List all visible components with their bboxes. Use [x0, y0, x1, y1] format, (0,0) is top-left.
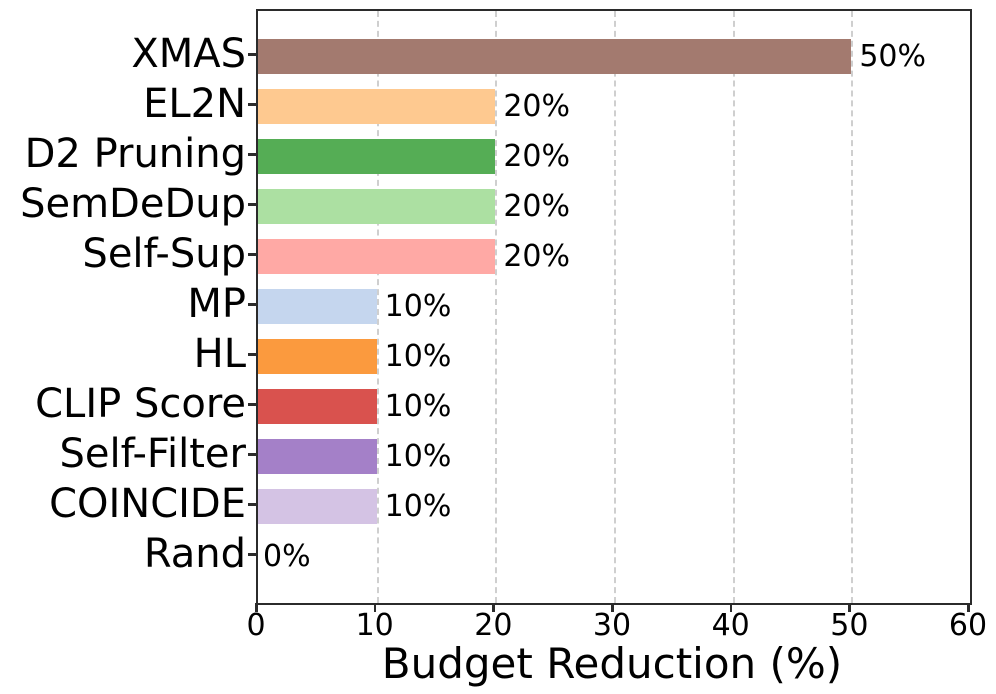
y-tick-label-el2n: EL2N [143, 81, 246, 127]
gridline-x-40 [732, 11, 735, 603]
x-axis-title: Budget Reduction (%) [381, 639, 843, 688]
value-label-hl: 10% [384, 338, 452, 374]
y-tick-mark [248, 553, 256, 556]
y-tick-mark [248, 303, 256, 306]
y-tick-mark [248, 403, 256, 406]
x-tick-mark [255, 603, 258, 612]
y-tick-label-coincide: COINCIDE [49, 481, 246, 527]
bar-semdedup [258, 188, 496, 224]
x-tick-mark [373, 603, 377, 612]
x-tick-label-10: 10 [355, 608, 394, 643]
y-tick-label-self-filter: Self-Filter [59, 431, 246, 477]
bar-coincide [258, 488, 377, 524]
x-tick-label-50: 50 [830, 608, 869, 643]
x-tick-mark [492, 603, 495, 612]
y-tick-mark [248, 253, 256, 256]
x-tick-label-40: 40 [711, 608, 750, 643]
x-tick-mark [848, 603, 851, 612]
bar-mp [258, 288, 377, 324]
y-tick-label-semdedup: SemDeDup [20, 181, 246, 227]
bar-hl [258, 338, 377, 374]
x-tick-mark [729, 603, 733, 612]
y-tick-mark [248, 353, 256, 356]
y-tick-label-xmas: XMAS [131, 31, 246, 77]
value-label-self-filter: 10% [384, 438, 452, 474]
y-tick-mark [248, 103, 256, 106]
y-tick-mark [248, 153, 256, 156]
value-label-self-sup: 20% [503, 238, 571, 274]
x-tick-label-20: 20 [474, 608, 513, 643]
bar-self-sup [258, 238, 496, 274]
value-label-el2n: 20% [503, 88, 571, 124]
x-tick-mark [611, 603, 614, 612]
bar-clip-score [258, 388, 377, 424]
gridline-x-30 [614, 11, 616, 603]
y-tick-mark [248, 453, 256, 456]
gridline-x-50 [851, 11, 854, 603]
x-tick-mark [967, 603, 970, 612]
value-label-clip-score: 10% [384, 388, 452, 424]
bar-el2n [258, 88, 496, 124]
plot-area: 50% 20% 20% 20% 20% 10% 10% 10% 10% 10% 0% [256, 9, 972, 605]
gridline-x-20 [495, 11, 498, 603]
y-tick-mark [248, 503, 256, 506]
value-label-rand: 0% [263, 538, 311, 574]
gridline-x-10 [376, 11, 379, 603]
y-tick-label-self-sup: Self-Sup [82, 231, 246, 277]
y-tick-mark [248, 203, 256, 206]
y-tick-label-d2-pruning: D2 Pruning [24, 131, 246, 177]
y-tick-mark [248, 53, 256, 56]
value-label-coincide: 10% [384, 488, 452, 524]
x-tick-label-0: 0 [246, 608, 266, 643]
value-label-d2-pruning: 20% [503, 138, 571, 174]
y-tick-label-hl: HL [193, 331, 246, 377]
value-label-mp: 10% [384, 288, 452, 324]
y-tick-label-mp: MP [187, 281, 246, 327]
bar-self-filter [258, 438, 377, 474]
y-tick-label-rand: Rand [143, 531, 246, 577]
bar-d2-pruning [258, 138, 496, 174]
bar-xmas [258, 38, 852, 74]
value-label-xmas: 50% [859, 38, 927, 74]
x-tick-label-60: 60 [948, 608, 988, 643]
value-label-semdedup: 20% [503, 188, 571, 224]
x-tick-label-30: 30 [592, 608, 632, 643]
y-tick-label-clip-score: CLIP Score [35, 381, 246, 427]
